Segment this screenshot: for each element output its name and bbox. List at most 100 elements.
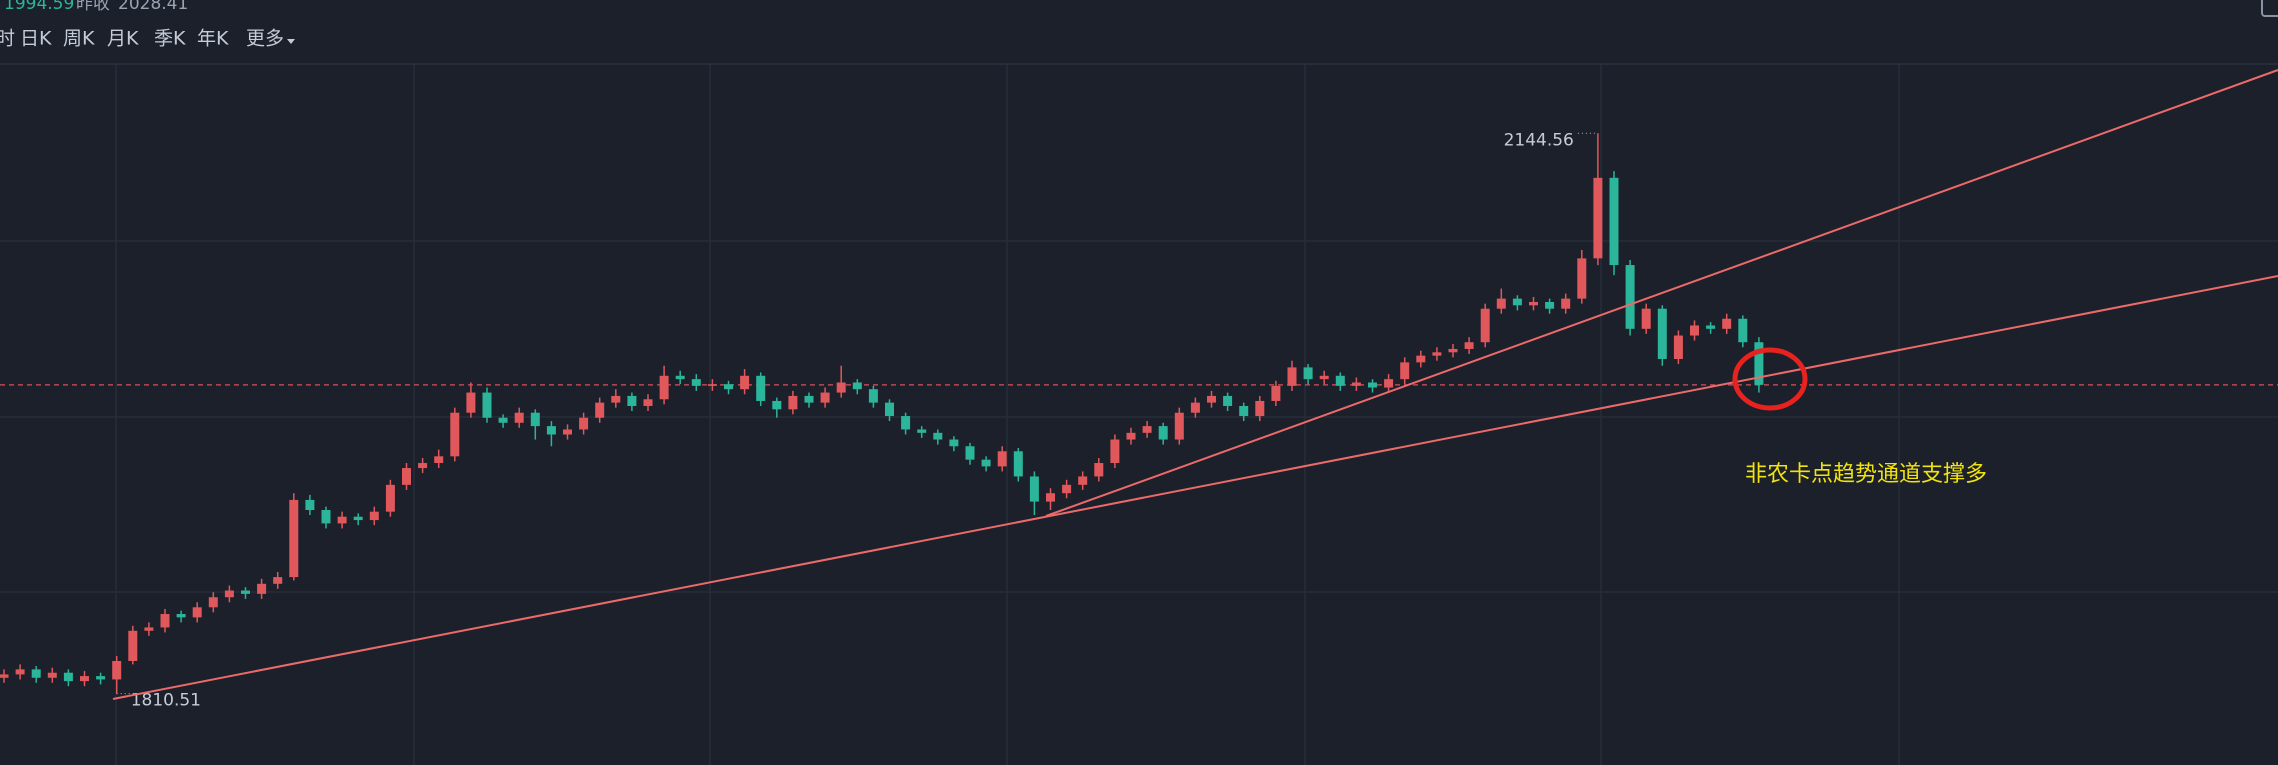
candle-body [337,516,347,524]
candle-body [1303,367,1313,380]
candle-body [418,463,428,469]
candle-body [208,597,218,608]
candle-body [1351,382,1361,386]
candle-body [321,510,331,524]
candle-body [643,399,653,406]
candle-body [852,382,862,390]
candle-body [1593,177,1603,259]
candle-body [675,375,685,380]
candle-body [385,484,395,512]
candle-body [981,459,991,467]
candle-body [885,402,894,417]
candle-body [80,676,89,682]
candle-body [1207,395,1216,403]
candle-body [498,417,508,423]
candle-body [112,660,122,680]
corner-button[interactable] [2261,0,2278,17]
candle-body [1029,476,1039,502]
candle-body [514,412,524,423]
candle-body [740,375,750,390]
candle-body [63,672,73,682]
trend-line [1045,69,2278,517]
candle-body [1657,308,1667,360]
candle-body [1464,342,1474,349]
candle-body [933,432,943,440]
candle-body [1046,493,1055,502]
candle-body [402,468,411,485]
candle-body [804,395,814,403]
candle-body [1287,367,1297,386]
candle-body [450,412,460,457]
grid [0,64,2278,765]
candle-body [273,577,283,584]
candle-body [1078,476,1088,485]
candle-body [595,402,605,418]
dropdown-caret[interactable] [287,39,295,44]
candle-body [1335,375,1345,386]
candle-body [1706,325,1716,329]
candle-body [1641,308,1651,329]
prev-close-label: 昨收 [76,0,110,14]
candle-body [997,451,1007,467]
candle-body [1223,395,1233,406]
candle-body [1754,342,1764,385]
candle-body [482,392,492,418]
candle-body [176,614,186,618]
candle-body [1480,308,1490,343]
candle-body [836,382,846,393]
candle-body [788,395,798,410]
period-tab[interactable]: 时 [0,28,15,50]
candle-body [1239,405,1249,417]
candle-body [224,590,234,598]
candle-body [1625,265,1635,329]
candle-body [353,516,363,521]
more-tab[interactable]: 更多 [246,28,284,50]
candle-body [0,674,9,678]
candle-body [1545,301,1555,309]
candle-body [1738,318,1748,343]
candle-body [546,426,556,435]
period-tab[interactable]: 周K [63,28,95,50]
candle-body [820,392,830,403]
candle-body [1174,412,1184,440]
candle-body [1529,301,1538,306]
candle-body [257,583,267,594]
candle-body [1722,318,1732,329]
candle-body [369,511,379,521]
candle-body [144,627,154,631]
candle-body [1673,335,1683,360]
candle-body [1512,298,1522,306]
period-tab[interactable]: 月K [107,28,139,50]
annotation: 非农卡点趋势通道支撑多 [1745,462,1987,487]
candle-body [1062,484,1072,494]
candle-body [1561,298,1571,309]
candle-body [128,630,138,661]
candle-body [579,417,589,430]
candle-body [1126,432,1136,440]
candle-body [289,499,299,578]
candle-body [1190,402,1200,413]
candle-body [1255,400,1265,417]
candle-body [160,614,170,628]
candle-body [627,395,637,406]
candle-body [1448,348,1458,353]
candle-body [724,384,733,390]
candle-body [1400,362,1410,380]
candle-body [772,400,782,410]
candle-body [31,669,41,678]
candle-body [901,416,911,430]
candle-body [1142,426,1152,433]
candle-body [15,669,25,675]
candle-body [1094,463,1104,477]
period-tab[interactable]: 年K [197,28,229,50]
candle-body [305,499,315,510]
period-tab[interactable]: 日K [20,28,52,50]
candle-body [1416,355,1426,363]
candles: 2144.56 1810.51 [0,130,2278,711]
period-tab[interactable]: 季K [154,28,186,50]
candle-body [1577,258,1587,299]
highlight-circle [1732,347,1808,411]
candle-body [1013,451,1023,477]
candle-body [1368,382,1377,388]
candle-body [1690,325,1699,336]
